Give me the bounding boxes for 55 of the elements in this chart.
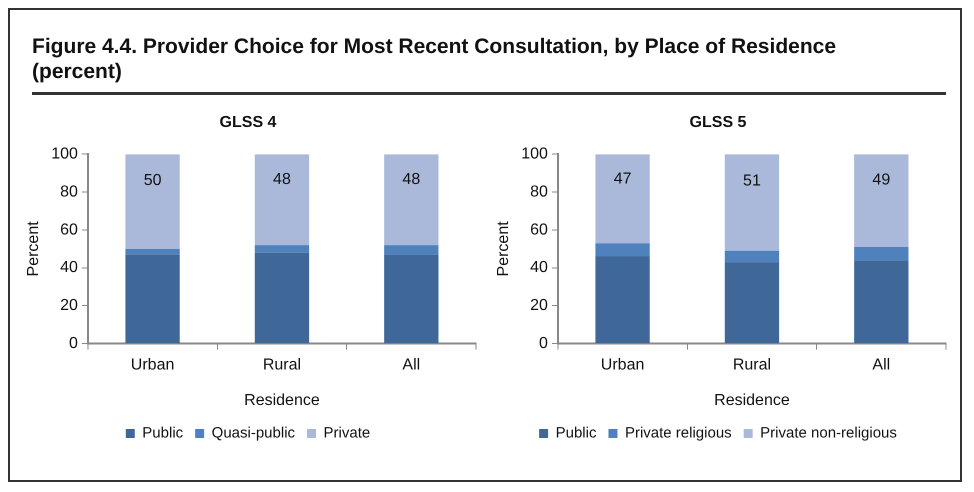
chart-title: Figure 4.4. Provider Choice for Most Recent Consultation, by Place of Residence (percent) <box>32 34 946 95</box>
x-tick-label: Urban <box>130 356 174 374</box>
y-tick-label: 60 <box>60 221 78 238</box>
data-label: 47 <box>614 170 632 188</box>
bar <box>724 262 780 344</box>
bar <box>384 245 438 255</box>
bar <box>384 254 438 344</box>
x-axis-title: Residence <box>244 392 320 409</box>
bar <box>125 254 180 344</box>
chart-subtitle: GLSS 4 <box>220 114 277 132</box>
bar <box>854 260 908 344</box>
legend-label: Private non-religious <box>760 424 897 442</box>
y-axis-title: Percent <box>25 220 42 276</box>
x-tick-label: Rural <box>262 356 302 374</box>
x-tick-label: Rural <box>732 356 772 374</box>
y-tick-label: 0 <box>68 335 78 352</box>
bar <box>254 245 310 253</box>
bar <box>724 154 780 251</box>
y-tick-label: 100 <box>521 146 548 163</box>
legend-label: Private <box>324 424 370 442</box>
bar <box>724 250 780 262</box>
bar <box>595 154 650 244</box>
bar <box>254 154 310 246</box>
y-tick-label: 0 <box>538 335 548 352</box>
data-label: 49 <box>872 172 890 189</box>
chart-subtitle: GLSS 5 <box>690 114 747 132</box>
legend-label: Quasi-public <box>212 424 296 442</box>
y-tick-label: 80 <box>530 183 548 200</box>
bar <box>384 154 438 246</box>
data-label: 48 <box>402 171 420 188</box>
x-axis-title: Residence <box>714 392 790 409</box>
bar <box>595 256 650 344</box>
x-tick-label: All <box>872 356 890 374</box>
bar <box>854 154 908 248</box>
data-label: 48 <box>273 171 291 188</box>
y-tick-label: 60 <box>530 221 548 238</box>
y-tick-label: 40 <box>60 259 78 276</box>
data-label: 51 <box>743 172 761 190</box>
x-tick-label: All <box>402 356 420 374</box>
data-label: 50 <box>144 172 162 190</box>
x-tick-label: Urban <box>600 356 644 374</box>
bar <box>125 248 180 255</box>
y-tick-label: 100 <box>51 146 78 163</box>
bar <box>254 252 310 344</box>
legend-label: Public <box>142 424 184 442</box>
y-tick-label: 20 <box>530 297 548 314</box>
legend-label: Public <box>556 424 597 442</box>
y-tick-label: 80 <box>60 183 78 200</box>
y-axis-title: Percent <box>495 220 512 276</box>
bar <box>854 247 908 260</box>
y-tick-label: 40 <box>530 259 548 276</box>
bar <box>125 154 180 249</box>
y-tick-label: 20 <box>60 297 78 314</box>
legend-label: Private religious <box>624 424 732 442</box>
bar <box>595 243 650 256</box>
